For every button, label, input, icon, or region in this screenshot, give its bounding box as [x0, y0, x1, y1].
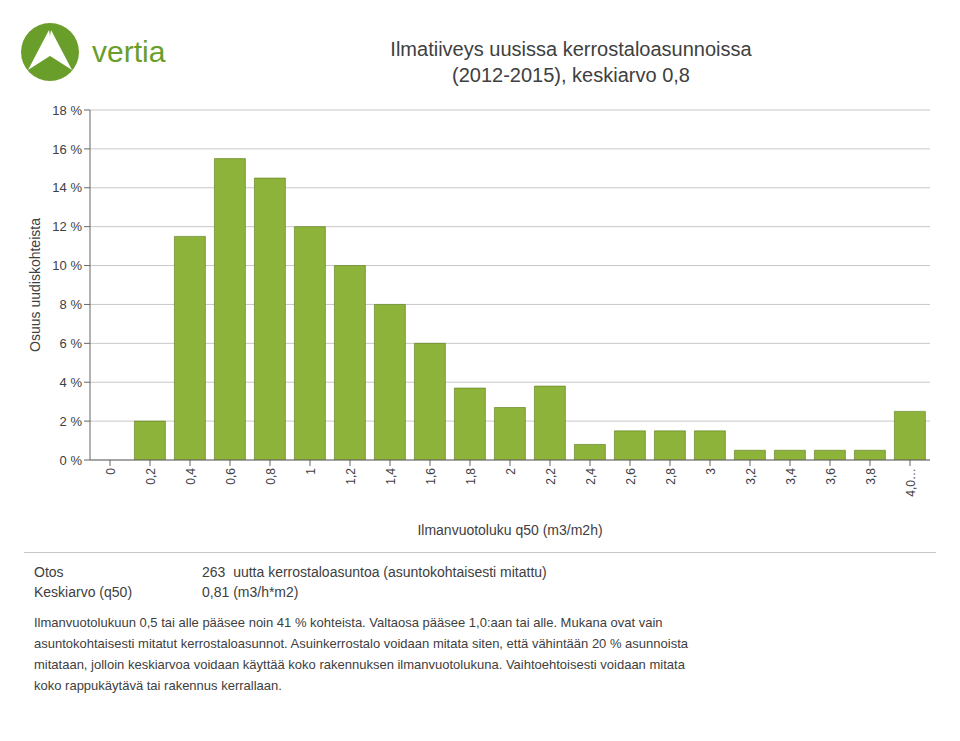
html-text:0,81 (m3/h*m2): 0,81 (m3/h*m2)	[202, 584, 299, 600]
svg-text:2,4: 2,4	[584, 468, 598, 485]
svg-text:1,6: 1,6	[424, 468, 438, 485]
svg-text:3,6: 3,6	[824, 468, 838, 485]
svg-text:3: 3	[704, 468, 718, 475]
svg-text:18 %: 18 %	[52, 103, 82, 118]
html-text:Keskiarvo (q50): Keskiarvo (q50)	[34, 584, 132, 600]
svg-text:1,4: 1,4	[384, 468, 398, 485]
svg-text:1: 1	[304, 468, 318, 475]
svg-text:4 %: 4 %	[60, 375, 83, 390]
html-text:Ilmanvuotolukuun 0,5 tai alle: Ilmanvuotolukuun 0,5 tai alle pääsee noi…	[34, 615, 688, 693]
svg-text:0,4: 0,4	[184, 468, 198, 485]
svg-text:4,0…: 4,0…	[904, 468, 918, 497]
svg-text:10 %: 10 %	[52, 258, 82, 273]
html-text:Ilmatiiveys uusissa kerrostalo: Ilmatiiveys uusissa kerrostaloasunnoissa	[390, 38, 752, 60]
svg-text:0,8: 0,8	[264, 468, 278, 485]
svg-text:0,2: 0,2	[144, 468, 158, 485]
svg-text:0,6: 0,6	[224, 468, 238, 485]
svg-text:2,2: 2,2	[544, 468, 558, 485]
svg-text:2,6: 2,6	[624, 468, 638, 485]
html-text:(2012-2015), keskiarvo 0,8: (2012-2015), keskiarvo 0,8	[452, 64, 690, 86]
svg-text:2 %: 2 %	[60, 414, 83, 429]
svg-text:3,2: 3,2	[744, 468, 758, 485]
svg-text:12 %: 12 %	[52, 219, 82, 234]
svg-text:6 %: 6 %	[60, 336, 83, 351]
svg-text:1,2: 1,2	[344, 468, 358, 485]
svg-text:2: 2	[504, 468, 518, 475]
svg-text:0: 0	[104, 468, 118, 475]
svg-text:8 %: 8 %	[60, 297, 83, 312]
html-text:vertia: vertia	[92, 35, 166, 68]
svg-text:14 %: 14 %	[52, 180, 82, 195]
svg-text:Osuus uudiskohteista: Osuus uudiskohteista	[27, 218, 43, 352]
svg-text:3,4: 3,4	[784, 468, 798, 485]
svg-text:Ilmanvuotoluku q50 (m3/m2h): Ilmanvuotoluku q50 (m3/m2h)	[417, 522, 602, 538]
svg-text:0 %: 0 %	[60, 453, 83, 468]
html-text:263 uutta kerrostaloasuntoa (a: 263 uutta kerrostaloasuntoa (asuntokohta…	[202, 564, 547, 580]
svg-text:2,8: 2,8	[664, 468, 678, 485]
svg-text:3,8: 3,8	[864, 468, 878, 485]
html-text:Otos: Otos	[34, 564, 64, 580]
svg-text:1,8: 1,8	[464, 468, 478, 485]
svg-text:16 %: 16 %	[52, 142, 82, 157]
